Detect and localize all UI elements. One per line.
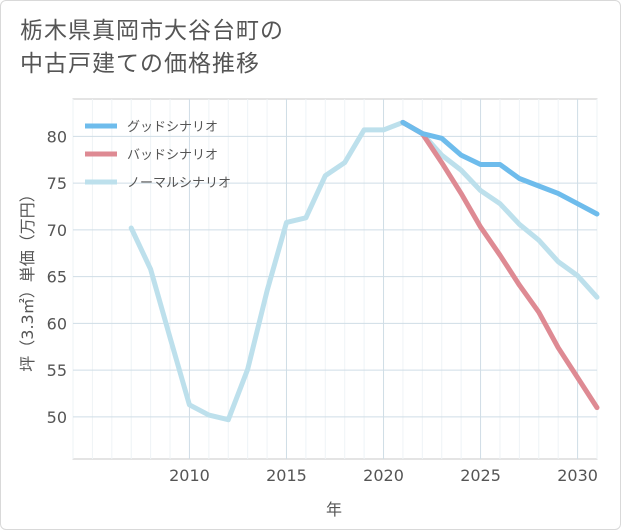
y-tick-label: 70 bbox=[47, 221, 67, 240]
series-line-2 bbox=[128, 119, 600, 423]
x-tick-label: 2015 bbox=[266, 466, 307, 485]
legend-label: バッドシナリオ bbox=[127, 148, 218, 163]
y-tick-label: 80 bbox=[47, 127, 67, 146]
chart-title-line-1: 栃木県真岡市大谷台町の bbox=[20, 18, 284, 44]
chart-title: 栃木県真岡市大谷台町の 中古戸建ての価格推移 bbox=[20, 15, 440, 81]
y-axis: 50 55 60 65 70 75 80 bbox=[47, 127, 67, 427]
legend-label: ノーマルシナリオ bbox=[127, 176, 231, 191]
x-axis: 2010 2015 2020 2025 2030 bbox=[169, 466, 598, 485]
y-tick-label: 55 bbox=[47, 361, 67, 380]
x-axis-label: 年 bbox=[326, 500, 342, 519]
y-tick-label: 65 bbox=[47, 268, 67, 287]
plot-area bbox=[72, 98, 600, 460]
y-tick-label: 60 bbox=[47, 314, 67, 333]
x-tick-label: 2010 bbox=[169, 466, 210, 485]
legend-label: グッドシナリオ bbox=[127, 120, 218, 135]
y-tick-label: 75 bbox=[47, 174, 67, 193]
chart-title-line-2: 中古戸建ての価格推移 bbox=[20, 51, 260, 77]
series-line-0 bbox=[400, 119, 600, 217]
plot-background bbox=[72, 98, 598, 460]
x-tick-label: 2030 bbox=[557, 466, 598, 485]
y-axis-label: 坪（3.3㎡）単価（万円） bbox=[18, 186, 37, 371]
series-line-1 bbox=[400, 119, 600, 411]
y-tick-label: 50 bbox=[47, 408, 67, 427]
series-lines bbox=[128, 119, 600, 423]
x-tick-label: 2020 bbox=[363, 466, 404, 485]
x-tick-label: 2025 bbox=[460, 466, 501, 485]
